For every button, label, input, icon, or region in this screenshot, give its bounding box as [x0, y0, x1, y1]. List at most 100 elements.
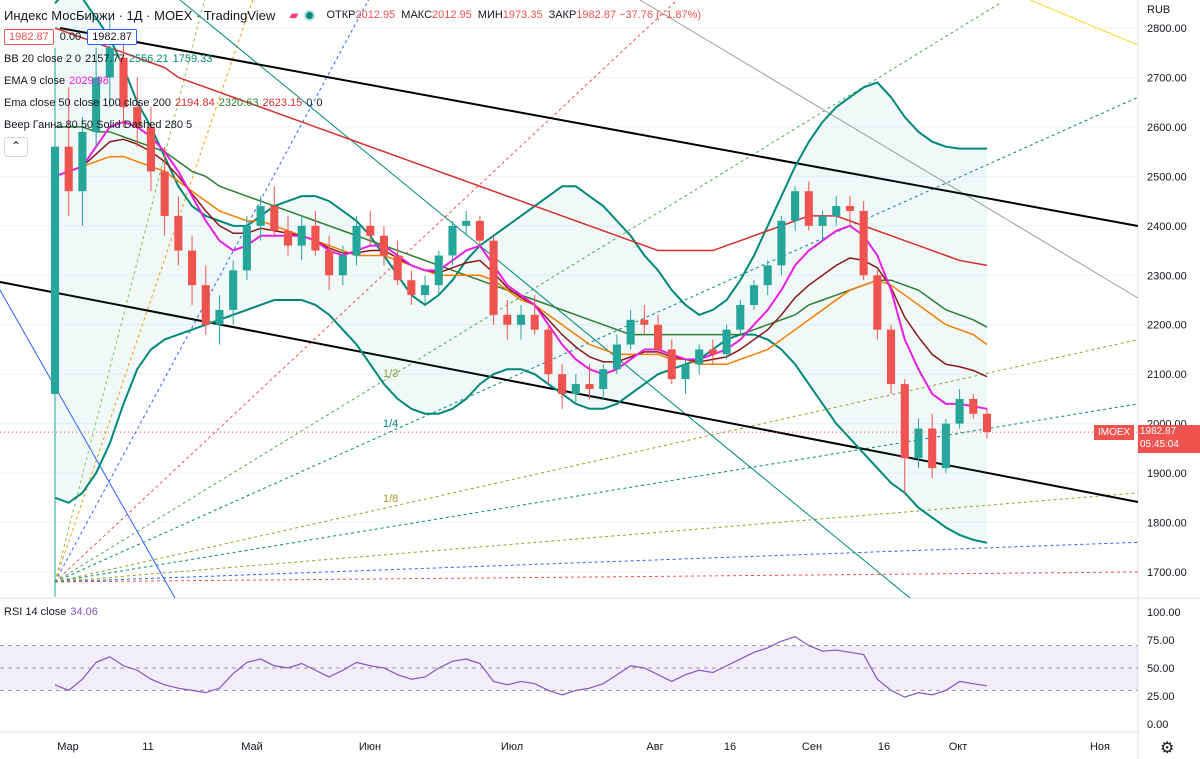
change-value: −37.76 (−1.87%) — [619, 9, 702, 21]
candle-body — [338, 255, 347, 276]
ema-long-line — [54, 27, 988, 267]
candle-body — [64, 146, 73, 192]
ema-mid-line — [54, 138, 988, 378]
legend-bb[interactable]: BB 20 close 2 0 2157.77 2556.21 1759.33 — [4, 48, 704, 70]
price-tick-label: 2100.00 — [1147, 369, 1187, 381]
candle-body — [695, 349, 704, 365]
candle-body — [78, 131, 87, 192]
candle-body — [256, 206, 265, 226]
ema50-line — [54, 155, 988, 366]
rsi-tick-label: 25.00 — [1147, 691, 1175, 703]
chart-legend: Индекс МосБиржи · 1Д · MOEX · TradingVie… — [4, 4, 704, 158]
price-tick-label: 2400.00 — [1147, 221, 1187, 233]
candle-body — [845, 206, 854, 211]
candle-body — [50, 146, 60, 394]
candle-body — [434, 255, 443, 286]
last-price-label: 1982.87 05:45:04 — [1138, 425, 1200, 453]
bb-basis-value: 2157.77 — [85, 53, 125, 65]
price-tick-label: 2700.00 — [1147, 72, 1187, 84]
candle-body — [105, 47, 114, 78]
ema-multi-name: Ema close 50 close 100 close 200 — [4, 97, 171, 109]
candle-body — [667, 349, 676, 380]
sell-price-box[interactable]: 1982.87 — [4, 29, 54, 45]
symbol-title[interactable]: Индекс МосБиржи · 1Д · MOEX · TradingVie… — [4, 7, 276, 23]
close-label: ЗАКР — [548, 9, 577, 21]
candle-body — [393, 255, 402, 281]
time-tick-label: 16 — [878, 741, 890, 753]
candle-body — [530, 314, 539, 330]
candle-body — [544, 329, 553, 375]
candle-body — [681, 364, 690, 380]
rsi-line — [54, 635, 988, 698]
gann-fan-line — [54, 571, 1139, 583]
ema50-value: 2194.84 — [174, 97, 215, 109]
candle-body — [146, 126, 155, 172]
candle-body — [626, 319, 635, 345]
collapse-legend-icon[interactable]: ⌃ — [4, 137, 28, 157]
candle-body — [489, 240, 498, 315]
open-value: 2012.95 — [355, 9, 396, 21]
low-label: МИН — [477, 9, 503, 21]
bb-upper-value: 2556.21 — [128, 53, 169, 65]
time-tick-label: Май — [241, 741, 263, 753]
buy-price-box[interactable]: 1982.87 — [87, 29, 137, 45]
trend-line-teal — [179, 0, 911, 599]
currency-label[interactable]: RUB — [1147, 4, 1171, 16]
price-tick-label: 2600.00 — [1147, 122, 1187, 134]
candle-body — [640, 319, 649, 325]
legend-gann[interactable]: Веер Ганна 80 50 Solid Dashed 280 5 — [4, 114, 704, 136]
gann-name: Веер Ганна 80 50 Solid Dashed 280 5 — [4, 119, 193, 131]
time-tick-label: Сен — [802, 741, 822, 753]
candle-body — [873, 275, 882, 330]
ema9-value: 2029.98 — [69, 75, 109, 87]
candle-body — [325, 250, 334, 276]
gear-icon[interactable]: ⚙ — [1160, 740, 1175, 757]
legend-ema-multi[interactable]: Ema close 50 close 100 close 200 2194.84… — [4, 92, 704, 114]
gann-label: 1/4 — [383, 418, 398, 430]
countdown-value: 05:45:04 — [1140, 439, 1179, 450]
candle-body — [119, 57, 128, 108]
candle-body — [270, 206, 279, 231]
candle-body — [174, 215, 183, 251]
bb-lower-value: 1759.33 — [172, 53, 213, 65]
candle-body — [352, 225, 361, 256]
rsi-tick-label: 75.00 — [1147, 635, 1175, 647]
candle-body — [654, 324, 663, 350]
candle-body — [215, 309, 224, 325]
time-tick-label: Авг — [646, 741, 663, 753]
price-tick-label: 1700.00 — [1147, 567, 1187, 579]
candle-body — [188, 250, 197, 286]
low-value: 1973.35 — [502, 9, 543, 21]
candle-body — [242, 225, 251, 271]
candle-body — [283, 230, 293, 246]
candle-body — [612, 344, 621, 370]
spread-value: 0.00 — [59, 31, 82, 43]
trend-line-blue — [0, 289, 176, 599]
ema-extra2: 0 — [316, 97, 323, 109]
candle-body — [804, 191, 813, 226]
ema200-value: 2623.15 — [262, 97, 303, 109]
high-value: 2012.95 — [432, 9, 472, 21]
candle-body — [571, 384, 580, 394]
candle-body — [558, 374, 567, 394]
rsi-legend[interactable]: RSI 14 close 34.06 — [4, 606, 98, 618]
rsi-name: RSI 14 close — [4, 606, 67, 618]
close-value: 1982.87 — [576, 9, 617, 21]
time-tick-label: Июл — [501, 741, 523, 753]
candle-body — [736, 304, 745, 330]
high-label: МАКС — [401, 9, 433, 21]
candle-body — [448, 225, 457, 256]
time-tick-label: 16 — [724, 741, 736, 753]
candle-body — [379, 235, 388, 256]
price-tick-label: 2800.00 — [1147, 23, 1187, 35]
last-symbol-tag: IMOEX — [1094, 425, 1135, 440]
candle-body — [914, 428, 923, 459]
legend-ema9[interactable]: EMA 9 close 2029.98 — [4, 70, 704, 92]
gann-fan-line — [54, 492, 1139, 583]
candle-body — [503, 314, 512, 325]
candle-body — [407, 280, 416, 296]
time-tick-label: Окт — [949, 741, 968, 753]
candle-body — [832, 206, 841, 216]
bookmark-icon[interactable]: ▰ — [289, 8, 299, 22]
